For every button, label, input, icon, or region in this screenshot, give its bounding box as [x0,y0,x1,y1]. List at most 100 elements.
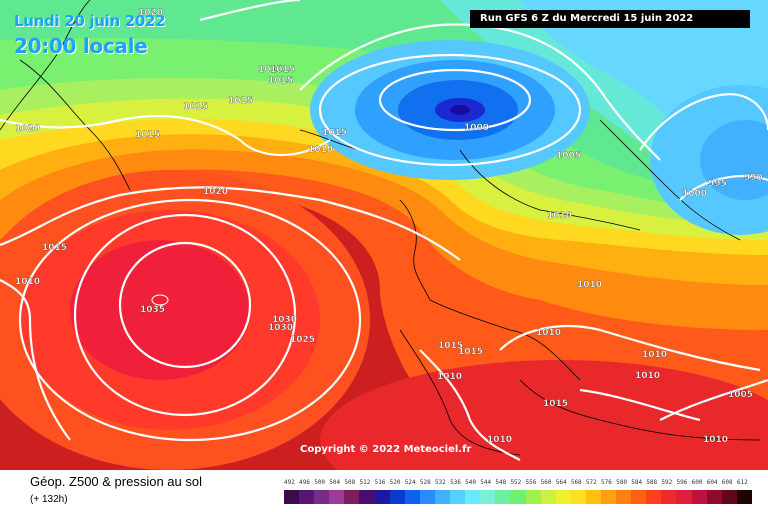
isobar-label: 990 [744,173,763,183]
isobar-label: 1010 [15,277,40,287]
isobar-label: 1020 [203,187,228,197]
color-scale-label: 544 [480,479,492,486]
isobar-label: 1010 [703,435,728,445]
color-scale-swatch [525,490,541,504]
color-scale-label: 572 [585,479,597,486]
isobar-label: 1030 [268,323,293,333]
color-scale-swatch [434,490,451,504]
color-scale-label: 612 [736,479,748,486]
color-scale-swatch [676,490,692,504]
color-scale-swatch [314,490,330,504]
isobar-label: 995 [708,179,727,189]
color-scale-label: 524 [404,479,416,486]
color-scale-label: 588 [646,479,658,486]
isobar-label: 1020 [138,8,163,18]
isobar-label: 1030 [272,315,297,325]
color-scale-label: 496 [299,479,310,486]
color-scale-label: 568 [570,479,582,486]
forecast-date: Lundi 20 juin 2022 [14,12,166,30]
color-scale-label: 592 [661,479,673,486]
isobar-label: 1000 [464,123,489,133]
isobar-label: 1015 [438,341,463,351]
color-scale-label: 512 [359,479,371,486]
color-scale-label: 552 [510,479,522,486]
color-scale-label: 500 [314,479,326,486]
color-scale-label: 508 [344,479,356,486]
copyright: Copyright © 2022 Meteociel.fr [300,444,472,455]
color-scale-label: 492 [284,479,295,486]
color-scale-swatch [661,490,677,504]
color-scale-label: 520 [389,479,401,486]
color-scale-swatch [540,490,556,504]
isobar-label: 1010 [635,371,660,381]
color-scale-swatch [389,490,405,504]
color-scale-label: 532 [434,479,446,486]
isobar-label: 1010 [642,350,667,360]
color-scale-label: 604 [706,479,718,486]
color-scale-swatch [616,490,632,504]
isobar-label: 1005 [556,151,581,161]
forecast-hour: (+ 132h) [30,494,68,505]
isobar-label: 1010 [308,145,333,155]
isobar-label: 1015 [135,130,160,140]
color-scale [284,490,752,504]
isobar-label: 1010 [437,372,462,382]
color-scale-swatch [691,490,707,504]
coastlines [0,0,761,456]
color-scale-label: 564 [555,479,567,486]
color-scale-label: 548 [495,479,507,486]
color-scale-label: 516 [374,479,386,486]
color-scale-label: 540 [465,479,476,486]
isobar-label: 1020 [15,124,40,134]
color-scale-label: 528 [419,479,431,486]
model-run-label: Run GFS 6 Z du Mercredi 15 juin 2022 [470,10,750,28]
isobar-label: 1015 [270,65,295,75]
color-scale-swatch [465,490,481,504]
isobar-label: 1015 [322,128,347,138]
color-scale-label: 536 [450,479,461,486]
color-scale-label: 560 [540,479,552,486]
isobar-label: 1015 [458,347,483,357]
color-scale-swatch [419,490,435,504]
color-scale-swatch [706,490,722,504]
color-scale-label: 580 [616,479,627,486]
color-scale-swatch [495,490,511,504]
color-scale-label: 600 [691,479,703,486]
color-scale-label: 576 [601,479,612,486]
color-scale-swatch [631,490,647,504]
isobar-label: 1005 [728,390,753,400]
color-scale-label: 584 [631,479,643,486]
isobar-label: 1025 [290,335,315,345]
low-pressure-center [450,105,470,115]
color-scale-swatch [480,490,496,504]
color-scale-swatch [585,490,601,504]
color-scale-swatch [555,490,571,504]
color-scale-swatch [721,490,737,504]
color-scale-labels: 492 496 500 504 508 512 516 520 524 528 532 536 540 5… [284,479,752,489]
isobar-label: 1010 [547,211,572,221]
color-scale-swatch [646,490,662,504]
legend-footer: Géop. Z500 & pression au sol (+ 132h) 49… [0,470,768,512]
isobar-label: 1035 [140,305,165,315]
isobar-label: 1015 [268,76,293,86]
color-scale-swatch [284,490,300,504]
color-scale-swatch [359,490,375,504]
isobar-label: 1010 [487,435,512,445]
color-scale-swatch [736,490,752,504]
isobar-labels: 1020 1015 1015 1015 1015 1015 1020 1015 … [15,8,763,445]
color-scale-label: 596 [676,479,688,486]
color-scale-swatch [600,490,617,504]
isobar-label: 1015 [258,65,283,75]
isobar-label: 1010 [577,280,602,290]
color-scale-swatch [404,490,420,504]
isobar-label: 1015 [42,243,67,253]
color-scale-swatch [570,490,586,504]
isobar-label: 1000 [682,189,707,199]
isobar-label: 1015 [543,399,568,409]
color-scale-swatch [450,490,466,504]
color-scale-label: 556 [525,479,537,486]
isobar-label: 1015 [183,102,208,112]
isobars [0,0,768,461]
weather-map: 1020 1015 1015 1015 1015 1015 1020 1015 … [0,0,768,470]
color-scale-label: 504 [329,479,341,486]
